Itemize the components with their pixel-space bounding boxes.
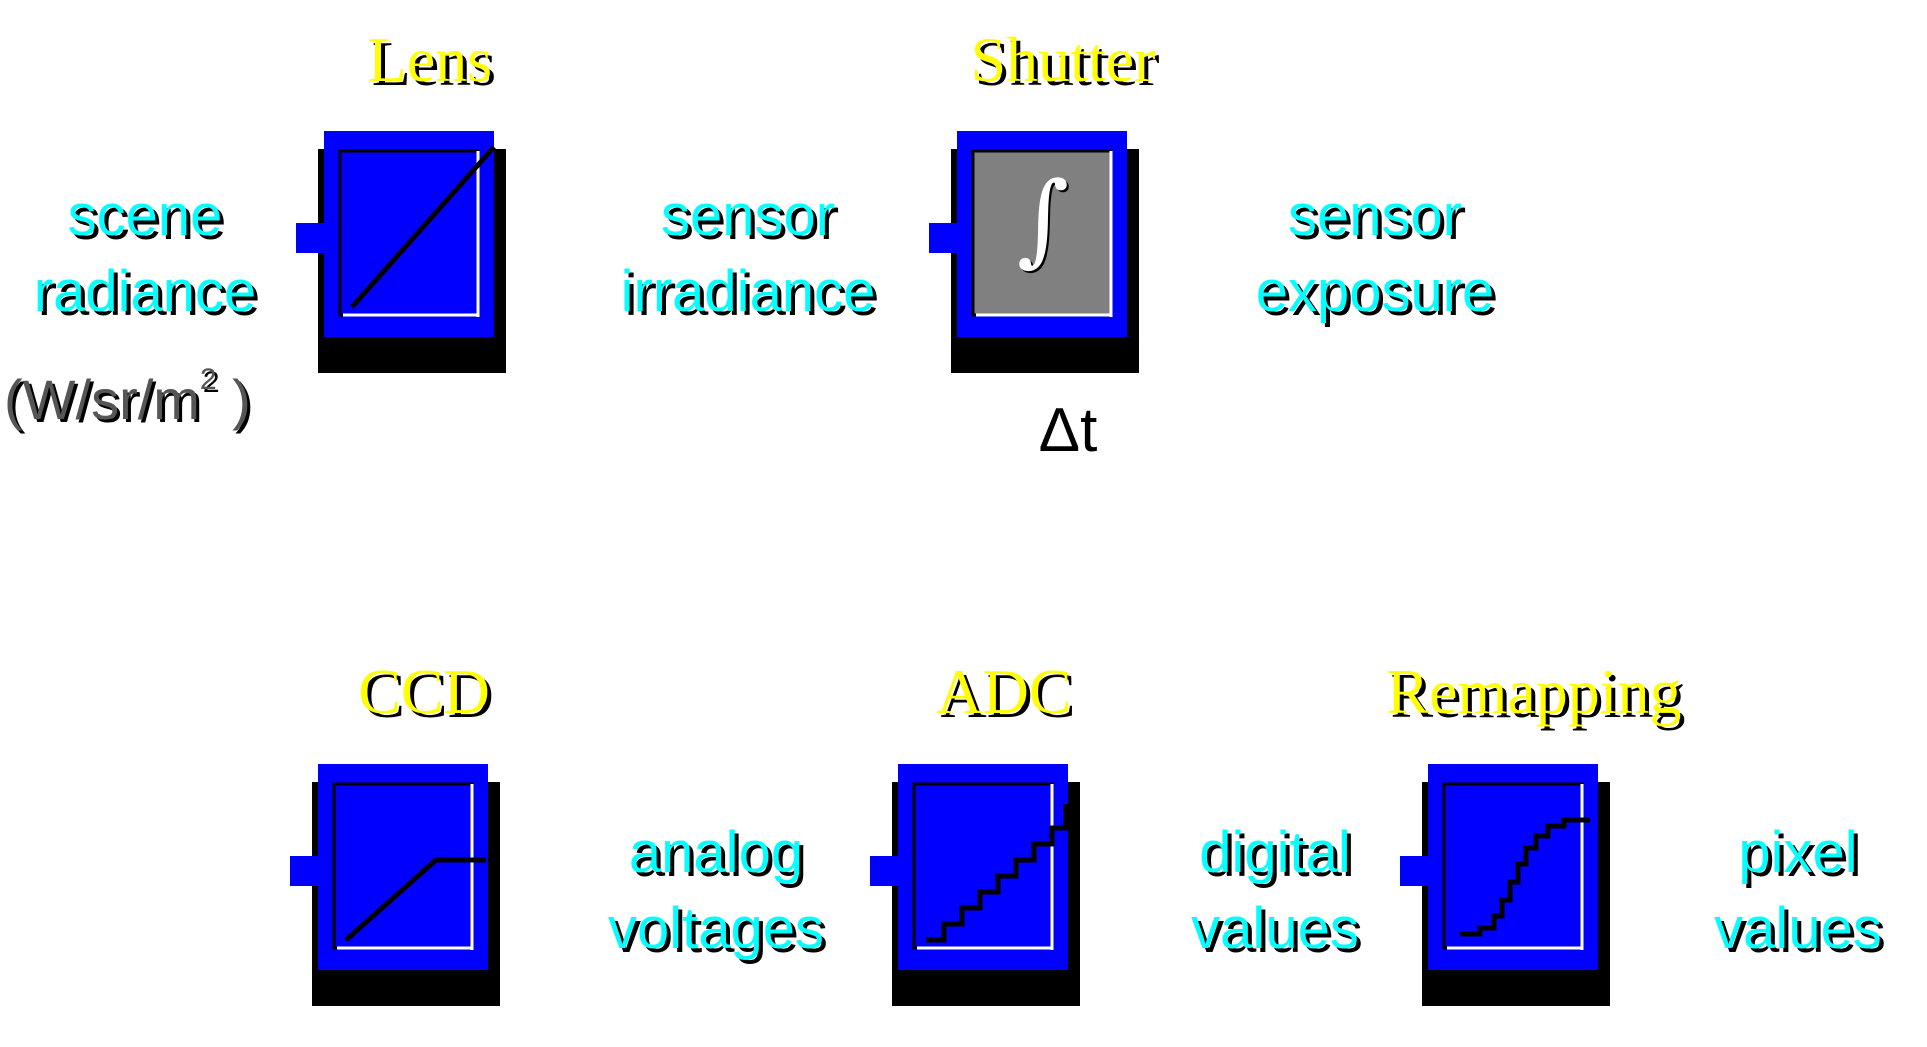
units-close: ) bbox=[216, 368, 251, 431]
pixel-values-line2: values bbox=[1714, 896, 1882, 961]
shutter-title: Shutter bbox=[970, 24, 1156, 95]
sensor-irradiance-line2: irradiance bbox=[620, 259, 876, 324]
radiance-units: (W/sr/m2 ) bbox=[4, 365, 251, 428]
lens-title: Lens bbox=[367, 24, 493, 95]
analog-voltages-line2: voltages bbox=[607, 896, 825, 961]
shutter-block: ∫ bbox=[929, 131, 1145, 377]
adc-title: ADC bbox=[936, 656, 1072, 727]
units-exponent: 2 bbox=[199, 363, 217, 397]
integral-symbol: ∫ bbox=[1017, 160, 1070, 277]
ccd-title: CCD bbox=[358, 656, 490, 727]
analog-voltages-label: analog voltages bbox=[608, 815, 824, 967]
lens-block bbox=[296, 131, 512, 377]
sensor-exposure-line1: sensor bbox=[1287, 183, 1463, 248]
adc-block bbox=[870, 764, 1086, 1010]
sensor-irradiance-label: sensor irradiance bbox=[621, 178, 876, 330]
ccd-block bbox=[290, 764, 506, 1010]
pixel-values-label: pixel values bbox=[1714, 815, 1882, 967]
ccd-saturation-curve bbox=[344, 857, 486, 942]
shutter-delta-t: Δt bbox=[1038, 396, 1098, 465]
units-base: (W/sr/m bbox=[4, 368, 200, 431]
pixel-values-line1: pixel bbox=[1738, 820, 1858, 885]
remapping-title: Remapping bbox=[1386, 656, 1682, 727]
digital-values-line2: values bbox=[1191, 896, 1359, 961]
remapping-block bbox=[1400, 764, 1616, 1010]
sensor-exposure-label: sensor exposure bbox=[1256, 178, 1495, 330]
analog-voltages-line1: analog bbox=[628, 820, 804, 885]
sensor-exposure-line2: exposure bbox=[1255, 259, 1495, 324]
remapping-s-curve bbox=[1460, 817, 1590, 937]
digital-values-line1: digital bbox=[1199, 820, 1351, 885]
sensor-irradiance-line1: sensor bbox=[660, 183, 836, 248]
digital-values-label: digital values bbox=[1191, 815, 1359, 967]
scene-radiance-line2: radiance bbox=[33, 259, 257, 324]
scene-radiance-line1: scene bbox=[67, 183, 223, 248]
adc-staircase bbox=[926, 804, 1069, 943]
scene-radiance-label: scene radiance bbox=[34, 178, 256, 330]
lens-transfer-line bbox=[350, 145, 496, 309]
